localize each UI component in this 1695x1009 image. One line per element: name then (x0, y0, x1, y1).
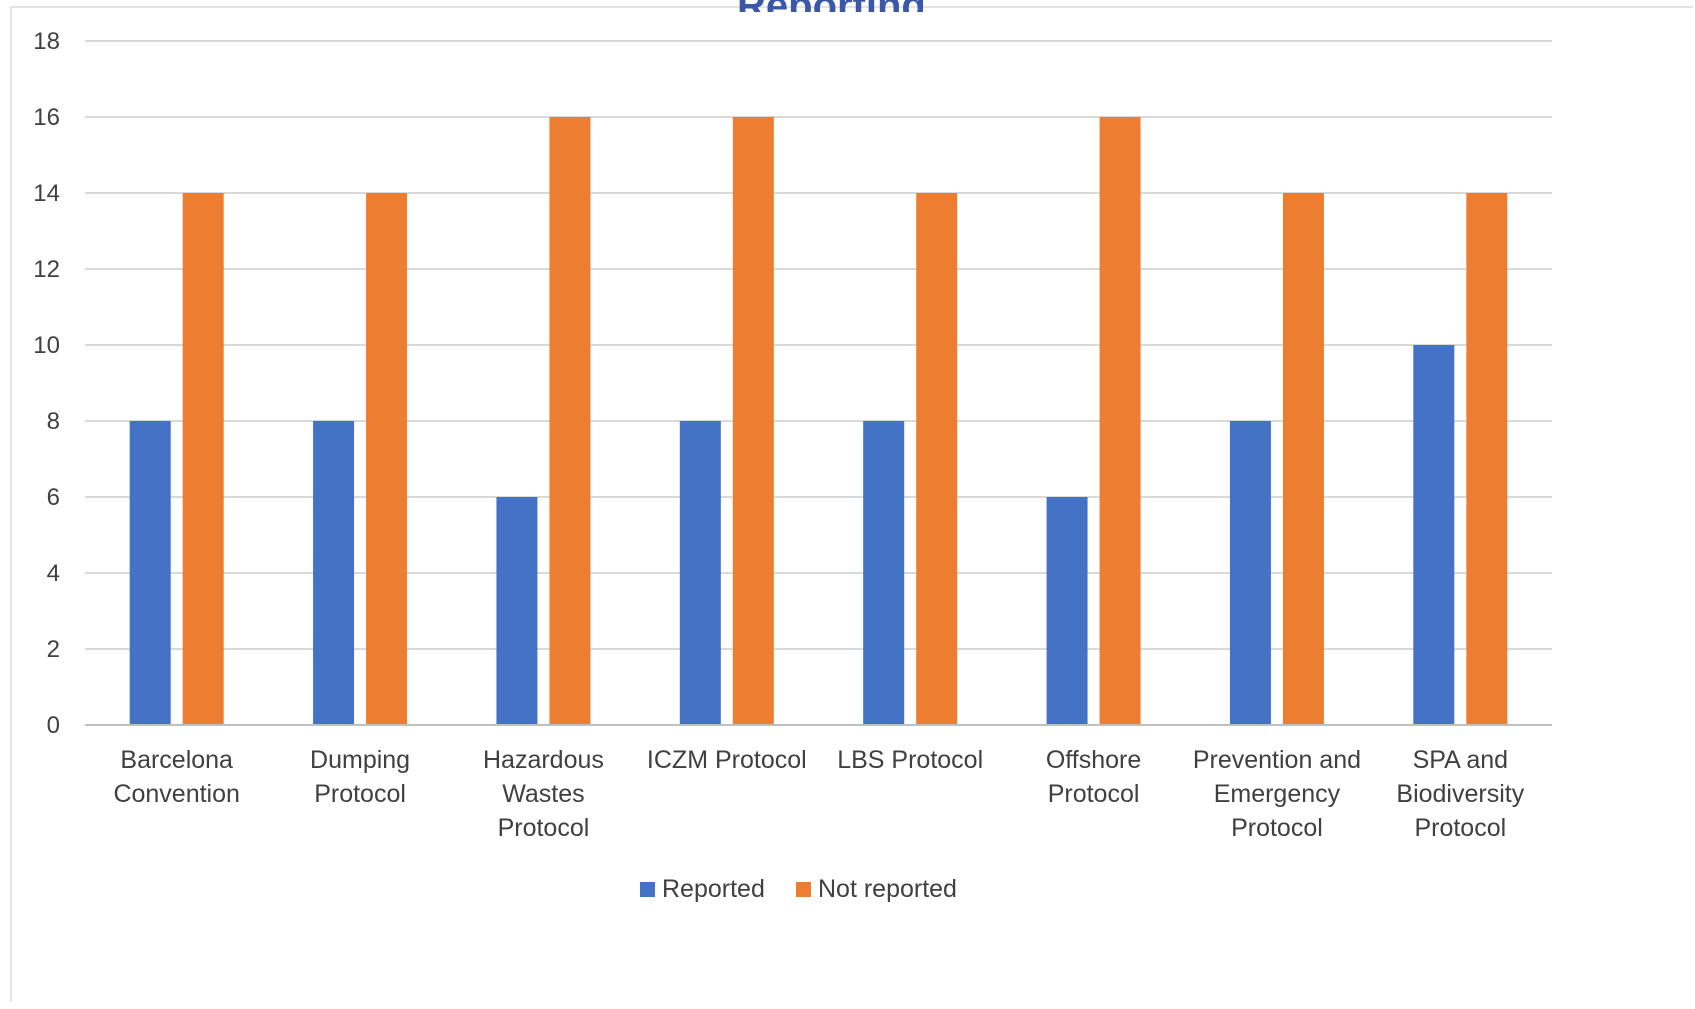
x-category-label-line: Hazardous (483, 746, 604, 774)
y-tick-label: 14 (33, 180, 60, 207)
y-tick-label: 10 (33, 332, 60, 359)
x-category-label-line: Emergency (1214, 780, 1341, 808)
bar-reported (1046, 497, 1088, 725)
x-category-label: Prevention and Emergency Protocol (1193, 746, 1361, 842)
x-category-label-line: Offshore (1046, 746, 1141, 774)
x-category-label-line: Protocol (1048, 780, 1140, 808)
bar-chart: 0 2 4 6 8 10 12 14 16 18 Barcelona Convention Dumpi… (33, 28, 1552, 903)
x-category-label: SPA and Biodiversity Protocol (1396, 746, 1524, 842)
cropped-title-fragment: Reporting (737, 0, 1097, 12)
x-category-label-line: ICZM Protocol (647, 746, 807, 774)
chart-frame: Reporting 0 2 4 6 8 10 12 14 16 18 Barcelona Conve… (10, 0, 1693, 1002)
bar-not-reported (366, 193, 408, 725)
legend-swatch (640, 882, 655, 897)
y-tick-label: 18 (33, 28, 60, 55)
bar-reported (863, 421, 905, 725)
x-category-label-line: Barcelona (120, 746, 233, 774)
bar-reported (1229, 421, 1271, 725)
bars (129, 117, 1508, 725)
legend-label: Not reported (818, 875, 957, 903)
x-category-label-line: Prevention and (1193, 746, 1361, 774)
bar-reported (679, 421, 721, 725)
x-category-label-line: Protocol (498, 814, 590, 842)
bar-not-reported (1466, 193, 1508, 725)
x-category-label-line: Convention (113, 780, 239, 808)
bar-not-reported (916, 193, 958, 725)
bar-not-reported (182, 193, 224, 725)
y-tick-label: 0 (47, 712, 60, 739)
x-category-label-line: SPA and (1413, 746, 1508, 774)
gridlines (85, 40, 1552, 650)
x-category-label: ICZM Protocol (647, 746, 807, 774)
x-category-label-line: Wastes (502, 780, 584, 808)
x-category-label-line: Protocol (1414, 814, 1506, 842)
bar-not-reported (732, 117, 774, 725)
bar-not-reported (549, 117, 591, 725)
legend: Reported Not reported (640, 875, 957, 903)
x-category-label-line: Dumping (310, 746, 410, 774)
legend-label: Reported (662, 875, 765, 903)
x-category-label: Offshore Protocol (1046, 746, 1141, 808)
x-category-label-line: Protocol (1231, 814, 1323, 842)
x-category-label-line: Protocol (314, 780, 406, 808)
y-tick-label: 12 (33, 256, 60, 283)
bar-reported (313, 421, 355, 725)
y-tick-label: 6 (47, 484, 60, 511)
y-tick-label: 4 (47, 560, 60, 587)
x-category-label-line: LBS Protocol (837, 746, 983, 774)
bar-reported (496, 497, 538, 725)
bar-not-reported (1282, 193, 1324, 725)
bar-reported (129, 421, 171, 725)
x-category-label: LBS Protocol (837, 746, 983, 774)
y-axis: 0 2 4 6 8 10 12 14 16 18 (33, 28, 60, 739)
x-category-label: Hazardous Wastes Protocol (483, 746, 604, 842)
x-category-label: Dumping Protocol (310, 746, 410, 808)
bar-reported (1413, 345, 1455, 725)
x-category-label: Barcelona Convention (113, 746, 239, 808)
y-tick-label: 8 (47, 408, 60, 435)
y-tick-label: 2 (47, 636, 60, 663)
legend-swatch (796, 882, 811, 897)
y-tick-label: 16 (33, 104, 60, 131)
bar-not-reported (1099, 117, 1141, 725)
x-category-label-line: Biodiversity (1396, 780, 1524, 808)
